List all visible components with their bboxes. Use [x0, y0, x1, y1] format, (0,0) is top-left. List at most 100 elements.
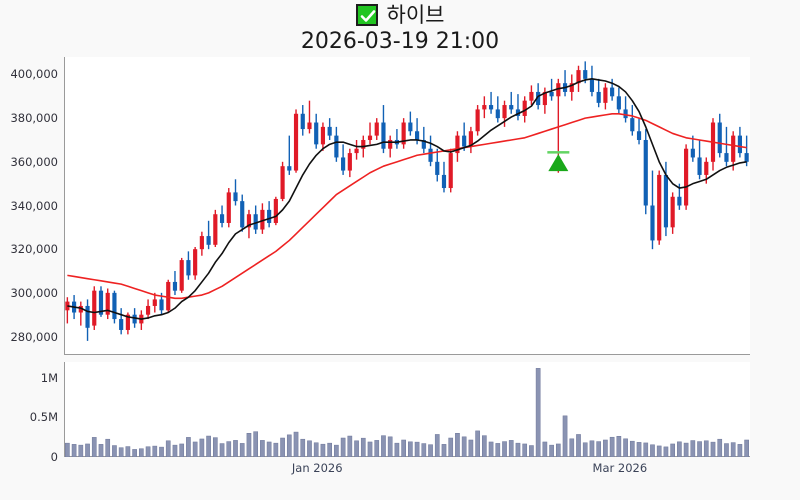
candle-body: [630, 118, 635, 132]
volume-bar: [226, 441, 232, 457]
volume-bar: [219, 443, 225, 457]
volume-bar: [468, 439, 474, 457]
candle-body: [374, 122, 379, 136]
candle-body: [536, 91, 541, 106]
volume-bar: [603, 439, 608, 457]
volume-bar: [206, 435, 211, 457]
volume-bar: [387, 436, 393, 457]
candle-body: [455, 135, 460, 154]
volume-bar: [569, 438, 575, 457]
candle-body: [347, 153, 352, 171]
volume-bar: [663, 446, 669, 457]
volume-bar: [165, 440, 171, 457]
candle-body: [199, 236, 204, 250]
candle-body: [105, 292, 110, 315]
candle-body: [388, 139, 393, 149]
volume-bar: [360, 437, 366, 457]
candle-body: [556, 83, 561, 97]
volume-bar: [535, 368, 541, 457]
volume-bar: [502, 441, 507, 457]
volume-bar: [260, 440, 265, 457]
candle-body: [441, 174, 447, 189]
candle-body: [112, 292, 117, 320]
volume-y-tick: 0: [50, 450, 58, 464]
volume-bar: [239, 443, 245, 457]
volume-bar: [273, 442, 279, 457]
volume-bar: [482, 435, 487, 457]
candle-body: [92, 290, 97, 326]
volume-bar: [455, 433, 460, 457]
volume-y-tick: 1M: [40, 370, 58, 385]
candle-body: [616, 96, 621, 110]
candle-body: [576, 70, 581, 84]
candle-body: [596, 91, 601, 103]
candle-body: [327, 126, 332, 136]
candlestick-plot: [65, 61, 749, 341]
volume-bar: [414, 441, 420, 457]
volume-bar: [334, 444, 339, 457]
volume-bar: [307, 440, 312, 457]
volume-bar: [475, 430, 480, 457]
volume-bar: [434, 434, 440, 457]
candle-body: [354, 148, 359, 154]
volume-bar: [313, 442, 319, 457]
volume-chart-panel: [64, 362, 750, 457]
candle-body: [85, 305, 90, 328]
volume-bar: [562, 415, 568, 457]
volume-bar: [71, 444, 77, 457]
volume-bar: [421, 443, 427, 457]
volume-bar: [145, 446, 151, 457]
candle-body: [381, 122, 386, 149]
triangle-up-icon: [548, 154, 569, 172]
volume-bar: [643, 442, 649, 457]
volume-bar: [98, 444, 104, 457]
volume-bar: [65, 442, 70, 457]
volume-bar: [112, 445, 117, 457]
volume-bar: [340, 437, 346, 457]
candle-body: [448, 153, 453, 189]
candle-body: [267, 209, 272, 223]
price-y-tick: 280,000: [10, 329, 58, 344]
candle-body: [307, 122, 312, 130]
candle-body: [367, 135, 373, 140]
volume-bar: [300, 438, 306, 457]
volume-bar: [246, 433, 252, 457]
candle-body: [529, 91, 534, 101]
buy-signal-marker[interactable]: [547, 151, 570, 172]
candle-body: [522, 100, 527, 116]
candle-body: [428, 148, 433, 162]
candle-body: [145, 305, 151, 315]
volume-bar: [724, 443, 729, 457]
candle-body: [717, 122, 722, 154]
candle-body: [724, 153, 729, 162]
candle-body: [219, 214, 225, 223]
price-y-tick: 380,000: [10, 111, 58, 126]
volume-bar: [616, 436, 622, 457]
volume-bar: [515, 442, 521, 457]
candle-body: [293, 113, 299, 171]
price-x-axis-line: [64, 354, 750, 355]
check-icon[interactable]: [355, 4, 378, 26]
candle-body: [78, 305, 83, 313]
candle-body: [569, 83, 574, 92]
volume-bar: [683, 442, 689, 457]
moving-average-short-line: [67, 78, 747, 320]
candle-body: [152, 299, 157, 306]
candle-body: [166, 281, 171, 311]
volume-bar: [132, 449, 137, 457]
candle-body: [488, 105, 494, 110]
candle-body: [119, 319, 124, 330]
volume-bar: [125, 446, 131, 457]
price-y-tick: 300,000: [10, 285, 58, 300]
candle-body: [603, 87, 608, 103]
candle-body: [246, 214, 252, 228]
chart-title-row: 하이브: [0, 2, 800, 28]
candle-body: [549, 91, 554, 97]
volume-bar: [354, 440, 359, 457]
volume-bar: [233, 440, 238, 457]
volume-bar: [85, 443, 90, 457]
moving-average-long-line: [67, 112, 747, 300]
volume-bar: [381, 435, 386, 457]
candle-body: [737, 135, 742, 154]
